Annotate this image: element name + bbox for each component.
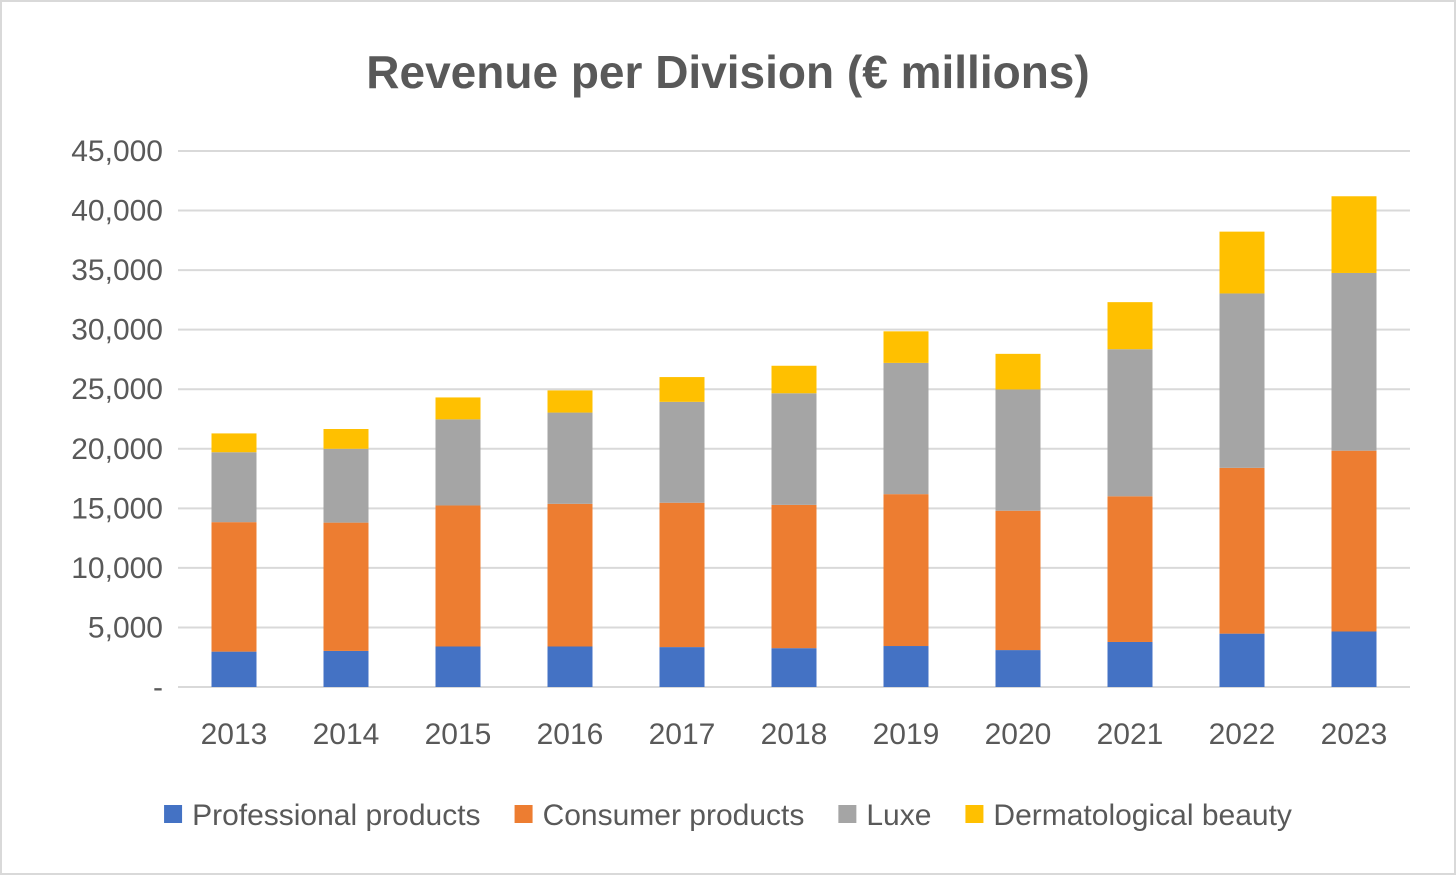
- x-tick-label: 2017: [649, 718, 716, 751]
- legend-swatch: [514, 805, 533, 823]
- bar-segment-consumer-products-2019: [883, 494, 929, 647]
- gridlines: [178, 150, 1410, 688]
- bar-segment-luxe-2020: [995, 389, 1041, 511]
- y-tick-label: 5,000: [88, 611, 163, 644]
- legend-item: Luxe: [838, 799, 931, 832]
- bar-segment-consumer-products-2018: [771, 504, 817, 649]
- legend-swatch: [838, 805, 857, 823]
- bar-segment-professional-products-2018: [771, 648, 817, 687]
- legend: Professional products Consumer products Lu…: [164, 799, 1292, 832]
- bar-segment-luxe-2019: [883, 362, 929, 495]
- bar-segment-professional-products-2023: [1331, 631, 1377, 687]
- bar-segment-dermatological-beauty-2015: [435, 397, 481, 420]
- bar-segment-consumer-products-2017: [659, 502, 705, 648]
- x-tick-label: 2018: [761, 718, 828, 751]
- y-tick-label: 45,000: [71, 135, 163, 168]
- bar-segment-luxe-2022: [1219, 293, 1265, 468]
- y-tick-label: 30,000: [71, 314, 163, 347]
- bar-segment-professional-products-2019: [883, 646, 929, 687]
- bar-segment-luxe-2014: [323, 448, 369, 523]
- legend-label: Dermatological beauty: [993, 799, 1292, 832]
- y-tick-label: 40,000: [71, 195, 163, 228]
- legend-label: Consumer products: [543, 799, 805, 832]
- bar-segment-dermatological-beauty-2016: [547, 390, 593, 413]
- x-axis-ticks: 2013 2014 2015 2016 2017 2018 2019 2020 2021 2022…: [201, 718, 1388, 751]
- bar-segment-dermatological-beauty-2018: [771, 365, 817, 394]
- x-tick-label: 2015: [425, 718, 492, 751]
- bar-segment-consumer-products-2015: [435, 505, 481, 647]
- bar-segment-luxe-2023: [1331, 272, 1377, 451]
- bar-segment-luxe-2017: [659, 401, 705, 503]
- bar-segment-consumer-products-2020: [995, 510, 1041, 651]
- legend-item: Professional products: [164, 799, 481, 832]
- bar-segment-professional-products-2013: [211, 651, 257, 687]
- bar-segment-dermatological-beauty-2021: [1107, 302, 1153, 350]
- bar-segment-luxe-2013: [211, 452, 257, 523]
- bar-segment-professional-products-2020: [995, 650, 1041, 687]
- legend-item: Dermatological beauty: [965, 799, 1292, 832]
- bar-segment-professional-products-2021: [1107, 641, 1153, 687]
- legend-swatch: [164, 805, 183, 823]
- x-tick-label: 2019: [873, 718, 940, 751]
- bar-segment-luxe-2021: [1107, 349, 1153, 497]
- y-tick-label: 35,000: [71, 254, 163, 287]
- bar-segment-dermatological-beauty-2013: [211, 433, 257, 453]
- bar-segment-luxe-2016: [547, 412, 593, 504]
- x-tick-label: 2021: [1097, 718, 1164, 751]
- legend-item: Consumer products: [514, 799, 805, 832]
- bar-segment-consumer-products-2023: [1331, 450, 1377, 632]
- bars: [211, 196, 1377, 687]
- bar-segment-consumer-products-2014: [323, 522, 369, 651]
- bar-segment-consumer-products-2021: [1107, 496, 1153, 642]
- x-tick-label: 2023: [1321, 718, 1388, 751]
- legend-label: Professional products: [192, 799, 481, 832]
- bar-segment-dermatological-beauty-2017: [659, 377, 705, 402]
- bar-segment-professional-products-2016: [547, 646, 593, 687]
- legend-label: Luxe: [866, 799, 931, 832]
- bar-segment-professional-products-2015: [435, 646, 481, 687]
- chart-title: Revenue per Division (€ millions): [366, 46, 1089, 98]
- bar-segment-dermatological-beauty-2023: [1331, 196, 1377, 273]
- y-axis-ticks: - 5,000 10,000 15,000 20,000 25,000 30,000 35,0…: [71, 135, 163, 704]
- legend-swatch: [965, 805, 984, 823]
- bar-segment-luxe-2018: [771, 393, 817, 505]
- x-tick-label: 2020: [985, 718, 1052, 751]
- y-tick-label: 20,000: [71, 433, 163, 466]
- y-tick-label: -: [153, 671, 163, 704]
- bar-segment-consumer-products-2016: [547, 503, 593, 647]
- bar-segment-dermatological-beauty-2022: [1219, 231, 1265, 294]
- bar-segment-professional-products-2017: [659, 647, 705, 687]
- bar-segment-luxe-2015: [435, 419, 481, 506]
- y-tick-label: 25,000: [71, 373, 163, 406]
- x-tick-label: 2016: [537, 718, 604, 751]
- x-tick-label: 2022: [1209, 718, 1276, 751]
- bar-segment-dermatological-beauty-2019: [883, 331, 929, 363]
- x-tick-label: 2013: [201, 718, 268, 751]
- y-tick-label: 10,000: [71, 552, 163, 585]
- bar-segment-professional-products-2022: [1219, 633, 1265, 687]
- x-tick-label: 2014: [313, 718, 380, 751]
- bar-segment-consumer-products-2013: [211, 522, 257, 652]
- bar-segment-consumer-products-2022: [1219, 467, 1265, 634]
- bar-segment-dermatological-beauty-2014: [323, 429, 369, 449]
- y-tick-label: 15,000: [71, 492, 163, 525]
- bar-segment-dermatological-beauty-2020: [995, 353, 1041, 390]
- bar-segment-professional-products-2014: [323, 650, 369, 687]
